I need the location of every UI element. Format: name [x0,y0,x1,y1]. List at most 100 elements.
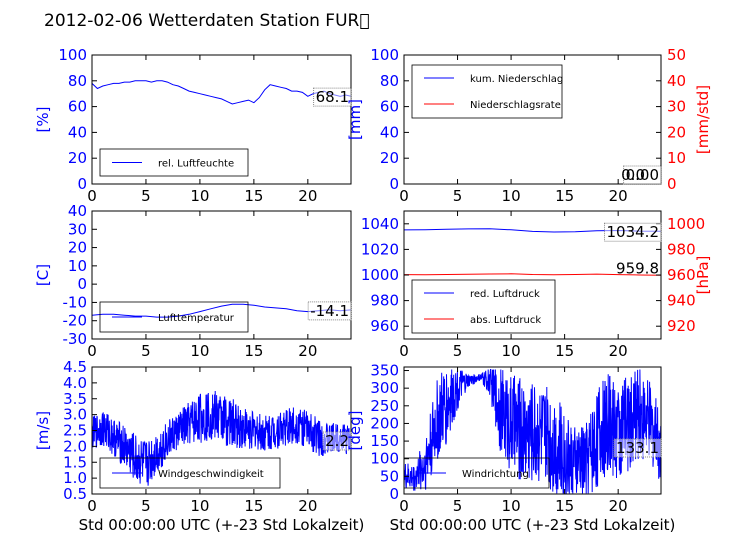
legend-frame [99,457,281,489]
y-right-tick-label: 980 [667,240,696,258]
y-tick-label: 1020 [361,240,399,258]
x-tick-label: 5 [453,187,463,205]
current-value: 2.2 [325,432,349,450]
x-tick-label: 0 [87,497,97,515]
y-right-tick-label: 920 [667,317,696,335]
y-tick-label: 50 [380,467,399,485]
current-value: -14.1 [310,302,349,320]
y-right-tick-label: 30 [667,98,686,116]
current-value-box [307,301,352,321]
current-value: 1034.2 [607,223,660,241]
x-tick-label: 15 [244,342,263,360]
y-tick-label: 250 [370,397,399,415]
series-line-temperature-0 [92,303,351,318]
x-tick-label: 0 [399,342,409,360]
y-tick-label: 80 [380,72,399,90]
current-value-box [313,87,352,107]
x-tick-label: 0 [87,187,97,205]
series-line-pressure-1 [404,273,661,276]
y-tick-label: 80 [68,72,87,90]
y-tick-label: 1.0 [63,469,87,487]
legend: kum. Niederschlag Niederschlagsrate [411,64,563,119]
x-tick-label: 5 [141,187,151,205]
y-tick-label: 200 [370,414,399,432]
y-tick-label: 4.0 [63,374,87,392]
x-tick-label: 15 [244,187,263,205]
y-right-tick-label: 40 [667,72,686,90]
series-line-humidity-0 [92,80,351,105]
series-line-windspeed-0 [92,390,351,486]
legend: Windgeschwindigkeit [99,457,281,489]
x-tick-label: 20 [609,342,628,360]
y-axis-label: [deg] [346,411,364,451]
legend-label: Lufttemperatur [158,313,235,324]
y-tick-label: 0 [77,275,87,293]
legend-frame [411,64,563,119]
y-tick-label: 1000 [361,266,399,284]
x-tick-label: 10 [190,187,209,205]
x-tick-label: 10 [502,342,521,360]
x-tick-label: 5 [453,342,463,360]
y-right-tick-label: 50 [667,46,686,64]
y-tick-label: 60 [68,98,87,116]
legend-frame [99,301,249,333]
x-tick-label: 20 [609,497,628,515]
x-tick-label: 15 [555,497,574,515]
chart-panel-temperature: 0 5 10 15 20-30-20-10010203040[C]-14.1Luftte… [34,202,352,360]
y-tick-label: 20 [68,149,87,167]
y-right-tick-label: 960 [667,266,696,284]
legend: red. Luftdruck abs. Luftdruck [411,279,556,334]
x-tick-label: 5 [453,497,463,515]
current-value-box [322,431,352,451]
y-tick-label: 100 [58,46,87,64]
x-tick-label: 5 [141,497,151,515]
y-tick-label: -30 [63,330,88,348]
figure-title: 2012-02-06 Wetterdaten Station FUR  [44,11,370,31]
legend-label: rel. Luftfeuchte [158,159,234,170]
y-tick-label: 2.5 [63,422,87,440]
y-tick-label: 40 [68,202,87,220]
current-value: 68.1 [316,88,349,106]
legend-label: Windgeschwindigkeit [158,469,264,480]
current-value: 133.1 [616,439,659,457]
x-tick-label: 5 [141,342,151,360]
y-tick-label: 10 [68,257,87,275]
current-value-box [613,438,662,458]
x-tick-label: 0 [399,187,409,205]
x-tick-label: 20 [298,497,317,515]
x-tick-label: 10 [190,497,209,515]
y-right-tick-label: 20 [667,123,686,141]
y-tick-label: 60 [380,98,399,116]
y-tick-label: 40 [68,123,87,141]
y-axis-label: [%] [34,107,52,133]
y-right-axis-label: [hPa] [694,256,712,295]
series-line-winddirection-0 [404,369,661,494]
legend-label: kum. Niederschlag [470,74,563,85]
y-axis-label: [C] [34,264,52,286]
x-tick-label: 10 [502,187,521,205]
y-tick-label: 1040 [361,215,399,233]
chart-panel-humidity: 0 5 10 15 20 0 20 40 60 80 100 [%] 68.1 rel. Luftfeuc… [34,46,352,205]
plot-frame [91,210,352,340]
legend-label: Niederschlagsrate [470,100,561,111]
x-tick-label: 0 [87,342,97,360]
y-right-tick-label: 10 [667,149,686,167]
current-value-right: 0.0 [621,166,645,184]
y-tick-label: 150 [370,432,399,450]
legend-frame [411,279,556,334]
y-tick-label: 20 [380,149,399,167]
y-right-tick-label: 0 [667,175,677,193]
y-tick-label: 960 [370,317,399,335]
x-tick-label: 20 [298,342,317,360]
chart-panel-precipitation: 0 5 10 15 20 0 20 40 60 80 100 0 10 20 30 40 50 [mm] [mm/s… [346,46,712,205]
y-tick-label: 1.5 [63,453,87,471]
y-tick-label: 3.5 [63,390,87,408]
y-right-axis-label: [mm/std] [694,85,712,154]
legend: Windrichtung [403,457,550,489]
plot-frame [403,54,662,185]
y-axis-label: [m/s] [34,411,52,450]
x-tick-label: 15 [555,342,574,360]
x-tick-label: 10 [190,342,209,360]
